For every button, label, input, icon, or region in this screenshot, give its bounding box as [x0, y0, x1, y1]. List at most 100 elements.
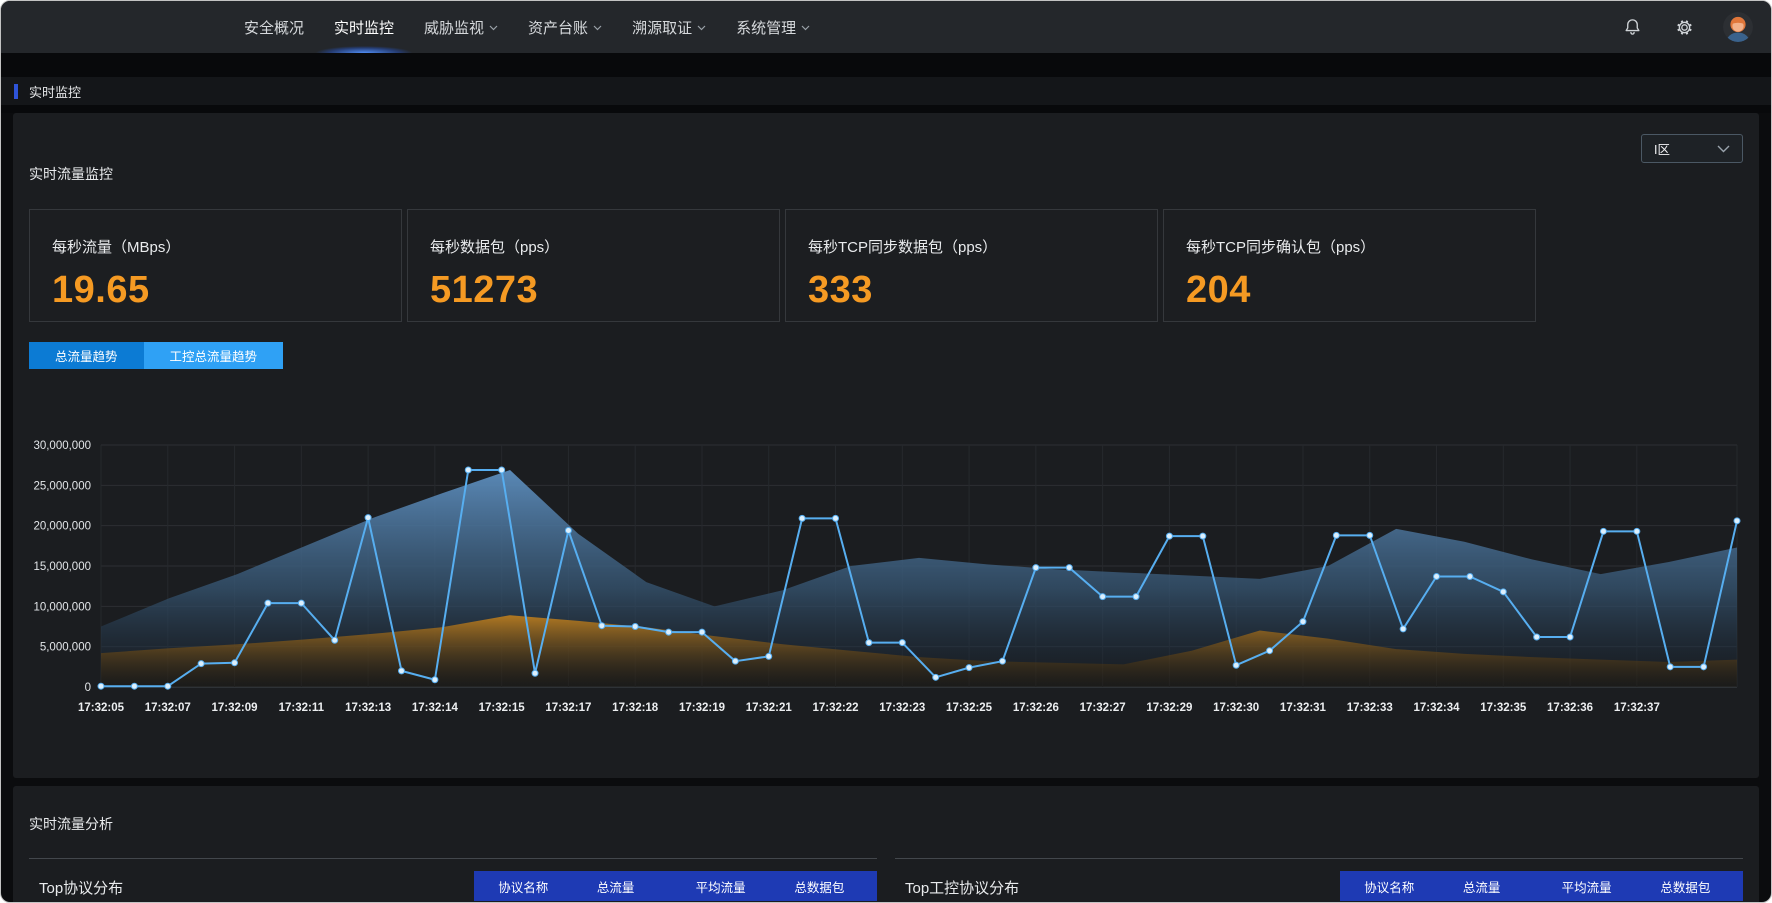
- data-point-marker: [397, 667, 405, 675]
- data-point-marker: [1065, 564, 1073, 572]
- nav-item-3[interactable]: 威胁监视: [409, 1, 513, 53]
- stat-card-value: 19.65: [52, 269, 150, 311]
- stat-card-4: 每秒TCP同步确认包（pps） 204: [1163, 209, 1536, 322]
- stat-cards-row: 每秒流量（MBps） 19.65 每秒数据包（pps） 51273 每秒TCP同步数据包…: [29, 209, 1536, 322]
- nav-item-2[interactable]: 实时监控: [299, 1, 430, 53]
- data-point-marker: [1266, 647, 1274, 655]
- protocol-column-header: 总流量: [1462, 880, 1501, 895]
- nav-item-5[interactable]: 溯源取证: [617, 1, 721, 53]
- protocol-column-header: 总流量: [596, 880, 635, 895]
- data-point-marker: [1566, 633, 1574, 641]
- svg-text:17:32:07: 17:32:07: [145, 702, 191, 714]
- nav-item-6[interactable]: 系统管理: [721, 1, 825, 53]
- data-point-marker: [1433, 572, 1441, 580]
- svg-text:17:32:31: 17:32:31: [1280, 702, 1327, 714]
- svg-text:17:32:35: 17:32:35: [1480, 702, 1527, 714]
- data-point-marker: [965, 664, 973, 672]
- svg-text:0: 0: [85, 682, 91, 694]
- chevron-down-icon: [801, 25, 810, 31]
- data-point-marker: [1132, 593, 1140, 601]
- data-point-marker: [1633, 527, 1641, 535]
- stat-card-label: 每秒数据包（pps）: [430, 239, 560, 256]
- data-point-marker: [1366, 531, 1374, 539]
- data-point-marker: [1232, 661, 1240, 669]
- zone-select-dropdown[interactable]: I区: [1641, 134, 1743, 163]
- protocol-panels: Top协议分布 协议名称 总流量 平均流量 总数据包 Top工控协议分布 协议名称 总流量 平均…: [29, 858, 1743, 902]
- stat-card-label: 每秒TCP同步数据包（pps）: [808, 239, 998, 256]
- svg-text:17:32:33: 17:32:33: [1347, 702, 1393, 714]
- svg-text:25,000,000: 25,000,000: [33, 480, 91, 492]
- nav-item-1[interactable]: 安全概况: [229, 1, 319, 53]
- svg-text:17:32:26: 17:32:26: [1013, 702, 1059, 714]
- nav-item-label: 安全概况: [244, 19, 305, 37]
- data-point-marker: [865, 639, 873, 647]
- traffic-analysis-panel: 实时流量分析 Top协议分布 协议名称 总流量 平均流量 总数据包 Top工控协议分布 协议…: [13, 786, 1759, 902]
- svg-text:17:32:25: 17:32:25: [946, 702, 993, 714]
- svg-text:17:32:19: 17:32:19: [679, 702, 725, 714]
- data-point-marker: [1099, 593, 1107, 601]
- svg-text:17:32:18: 17:32:18: [612, 702, 659, 714]
- data-point-marker: [731, 657, 739, 665]
- nav-item-label: 溯源取证: [632, 19, 693, 37]
- protocol-panel-title: Top工控协议分布: [905, 880, 1020, 897]
- gear-icon: [1676, 19, 1692, 35]
- zone-select-value: I区: [1654, 143, 1670, 157]
- protocol-column-header: 平均流量: [1561, 880, 1612, 895]
- data-point-marker: [1299, 618, 1307, 626]
- gap: [1, 105, 1771, 113]
- tab-total-traffic[interactable]: 总流量趋势: [29, 342, 144, 369]
- user-avatar[interactable]: [1723, 12, 1753, 42]
- nav-item-label: 资产台账: [528, 19, 589, 37]
- avatar-image: [1723, 12, 1753, 42]
- data-point-marker: [130, 682, 138, 690]
- top-nav: 安全概况 实时监控 威胁监视 资产台账 溯源取证 系统管理: [1, 1, 1771, 53]
- data-point-marker: [531, 669, 539, 677]
- data-point-marker: [97, 682, 105, 690]
- data-point-marker: [832, 514, 840, 522]
- svg-text:5,000,000: 5,000,000: [40, 642, 91, 654]
- data-point-marker: [331, 636, 339, 644]
- protocol-panel-1: Top协议分布 协议名称 总流量 平均流量 总数据包: [29, 858, 877, 902]
- svg-text:30,000,000: 30,000,000: [33, 440, 91, 452]
- breadcrumb-label: 实时监控: [29, 84, 82, 100]
- svg-text:17:32:23: 17:32:23: [879, 702, 925, 714]
- svg-text:17:32:21: 17:32:21: [746, 702, 793, 714]
- stat-card-3: 每秒TCP同步数据包（pps） 333: [785, 209, 1158, 322]
- data-point-marker: [932, 673, 940, 681]
- data-point-marker: [264, 599, 272, 607]
- data-point-marker: [1499, 588, 1507, 596]
- settings-button[interactable]: [1671, 14, 1697, 40]
- data-point-marker: [798, 514, 806, 522]
- data-point-marker: [1700, 663, 1708, 671]
- data-point-marker: [1466, 572, 1474, 580]
- data-point-marker: [698, 628, 706, 636]
- protocol-column-header: 协议名称: [498, 880, 549, 895]
- tab-ics-total-traffic[interactable]: 工控总流量趋势: [143, 342, 284, 369]
- svg-text:17:32:13: 17:32:13: [345, 702, 391, 714]
- trend-tabs: 总流量趋势 工控总流量趋势: [29, 342, 284, 369]
- svg-text:17:32:17: 17:32:17: [545, 702, 591, 714]
- svg-text:17:32:36: 17:32:36: [1547, 702, 1593, 714]
- svg-text:17:32:37: 17:32:37: [1614, 702, 1660, 714]
- data-point-marker: [1666, 663, 1674, 671]
- monitor-section-title: 实时流量监控: [29, 166, 113, 182]
- stat-card-2: 每秒数据包（pps） 51273: [407, 209, 780, 322]
- nav-item-4[interactable]: 资产台账: [513, 1, 617, 53]
- traffic-trend-chart: 30,000,000 25,000,000 20,000,000 15,000,000…: [27, 389, 1743, 729]
- breadcrumb: 实时监控: [1, 77, 1771, 105]
- protocol-column-header: 总数据包: [794, 880, 845, 895]
- data-point-marker: [1199, 532, 1207, 540]
- chevron-down-icon: [1717, 145, 1730, 152]
- svg-text:17:32:29: 17:32:29: [1146, 702, 1192, 714]
- data-point-marker: [598, 622, 606, 630]
- data-point-marker: [498, 466, 506, 474]
- line-chart-svg: 30,000,000 25,000,000 20,000,000 15,000,000…: [33, 440, 1741, 714]
- protocol-panel-2: Top工控协议分布 协议名称 总流量 平均流量 总数据包: [895, 858, 1743, 902]
- data-point-marker: [297, 599, 305, 607]
- protocol-table-header: 协议名称 总流量 平均流量 总数据包: [1340, 871, 1743, 901]
- stat-card-label: 每秒流量（MBps）: [52, 239, 181, 256]
- realtime-monitor-panel: I区 实时流量监控 每秒流量（MBps） 19.65 每秒数据包（pps） 51273…: [13, 113, 1759, 778]
- notifications-button[interactable]: [1619, 14, 1645, 40]
- svg-text:17:32:34: 17:32:34: [1413, 702, 1460, 714]
